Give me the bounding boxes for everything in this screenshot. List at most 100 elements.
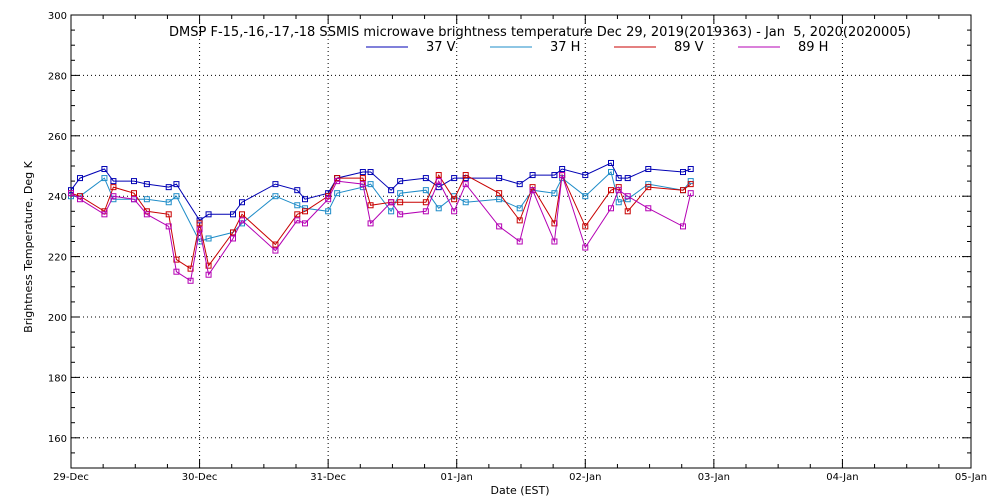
data-point	[687, 190, 694, 197]
data-point	[422, 208, 429, 215]
data-point	[608, 159, 614, 166]
data-point	[516, 205, 523, 212]
data-point	[131, 196, 137, 203]
data-point	[272, 181, 279, 188]
data-point	[451, 175, 458, 182]
data-point	[529, 172, 536, 179]
y-tick-label: 200	[48, 313, 67, 324]
data-point	[582, 244, 589, 251]
data-point	[435, 178, 442, 185]
data-point	[496, 223, 503, 230]
x-tick-label: 31-Dec	[310, 472, 346, 483]
data-point	[516, 217, 523, 224]
y-tick-label: 260	[48, 132, 67, 143]
series-line	[70, 162, 691, 222]
chart-title: DMSP F-15,-16,-17,-18 SSMIS microwave br…	[169, 25, 911, 40]
data-point	[680, 187, 686, 194]
data-point	[143, 181, 150, 188]
data-point	[334, 178, 341, 185]
data-point	[624, 193, 631, 200]
y-tick-label: 240	[48, 192, 67, 203]
data-point	[294, 187, 301, 194]
y-tick-label: 220	[48, 253, 67, 264]
data-point	[462, 181, 469, 188]
data-point	[462, 199, 469, 206]
y-tick-label: 280	[48, 71, 67, 82]
data-point	[334, 190, 341, 197]
data-point	[334, 175, 341, 182]
labels: DMSP F-15,-16,-17,-18 SSMIS microwave br…	[22, 25, 911, 497]
data-point	[582, 223, 589, 230]
data-point	[397, 190, 404, 197]
data-point	[551, 190, 558, 197]
legend-label: 89 V	[674, 40, 704, 55]
data-point	[173, 193, 180, 200]
series	[68, 159, 694, 284]
legend-entry: 37 H	[490, 40, 580, 55]
y-axis-label: Brightness Temperature, Deg K	[22, 160, 35, 332]
x-tick-label: 01-Jan	[441, 472, 473, 483]
data-point	[388, 208, 395, 215]
data-point	[205, 262, 212, 269]
data-point	[294, 217, 301, 224]
data-point	[615, 175, 622, 182]
y-tick-label: 300	[48, 11, 67, 22]
data-point	[608, 187, 614, 194]
data-point	[302, 220, 308, 227]
data-point	[516, 238, 523, 245]
data-point	[294, 211, 301, 218]
data-point	[624, 175, 631, 182]
data-point	[367, 181, 374, 188]
data-point	[187, 277, 194, 284]
data-point	[205, 235, 212, 242]
data-point	[101, 166, 108, 173]
data-point	[388, 199, 395, 206]
data-point	[422, 175, 429, 182]
series-line	[70, 173, 692, 270]
legend-entry: 37 V	[366, 40, 456, 55]
data-point	[101, 211, 108, 218]
data-point	[615, 187, 622, 194]
series-line	[70, 174, 692, 282]
data-point	[110, 184, 117, 191]
data-point	[77, 175, 83, 182]
data-point	[582, 193, 589, 200]
data-point	[239, 211, 245, 218]
data-point	[559, 166, 566, 173]
data-point	[325, 196, 332, 203]
data-point	[143, 211, 150, 218]
data-point	[272, 193, 279, 200]
data-point	[687, 166, 694, 173]
x-tick-label: 29-Dec	[53, 472, 89, 483]
data-point	[165, 211, 172, 218]
data-point	[435, 205, 442, 212]
data-point	[325, 208, 332, 215]
data-point	[451, 196, 458, 203]
data-point	[110, 178, 117, 185]
legend-label: 37 H	[550, 40, 580, 55]
series-89-h	[68, 172, 694, 284]
legend-label: 37 V	[426, 40, 456, 55]
data-point	[551, 238, 558, 245]
data-point	[687, 178, 694, 185]
data-point	[397, 199, 404, 206]
data-point	[615, 199, 622, 206]
data-point	[559, 172, 566, 179]
data-point	[230, 235, 236, 242]
legend: 37 V 37 H 89 V 89 H	[366, 40, 828, 55]
data-point	[239, 199, 245, 206]
data-point	[359, 175, 366, 182]
data-point	[680, 169, 686, 176]
x-tick-label: 02-Jan	[569, 472, 601, 483]
data-point	[422, 199, 429, 206]
y-tick-label: 180	[48, 373, 67, 384]
data-point	[496, 175, 503, 182]
data-point	[367, 202, 374, 209]
legend-entry: 89 H	[738, 40, 828, 55]
data-point	[205, 211, 212, 218]
data-point	[367, 169, 374, 176]
grid	[71, 15, 971, 468]
data-point	[77, 196, 83, 203]
data-point	[196, 217, 203, 224]
data-point	[68, 187, 74, 194]
